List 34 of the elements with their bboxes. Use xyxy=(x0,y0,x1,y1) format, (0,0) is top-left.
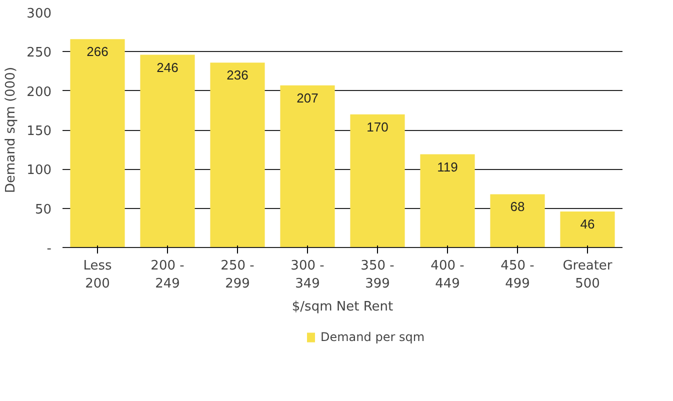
bar xyxy=(350,114,405,248)
bar xyxy=(280,85,335,248)
y-tick-label: 100 xyxy=(26,163,52,178)
x-tick-label: Less 200 xyxy=(83,258,112,292)
data-label: 266 xyxy=(86,44,108,60)
legend-label: Demand per sqm xyxy=(320,330,425,344)
bar xyxy=(140,54,195,248)
data-label: 170 xyxy=(366,119,388,134)
y-tick-label: 250 xyxy=(26,46,52,61)
bar xyxy=(420,154,475,248)
x-tick-label: 400 - 449 xyxy=(430,258,465,292)
y-tick-label: 50 xyxy=(34,202,52,218)
bar xyxy=(210,62,265,248)
bar xyxy=(70,39,125,248)
data-label: 119 xyxy=(437,159,458,174)
x-tick-label: 350 - 399 xyxy=(360,258,395,292)
bar xyxy=(490,194,545,248)
data-label: 68 xyxy=(510,199,525,214)
y-axis-title: Demand sqm (000) xyxy=(4,66,19,194)
y-tick-label: 300 xyxy=(26,6,52,22)
data-label: 236 xyxy=(226,68,248,83)
data-label: 207 xyxy=(296,90,318,106)
data-label: 246 xyxy=(156,60,178,75)
bar xyxy=(560,211,615,248)
x-tick-label: 450 - 499 xyxy=(500,258,535,292)
x-tick-label: 250 - 299 xyxy=(220,258,255,292)
y-tick-label: 200 xyxy=(26,84,52,100)
x-tick-label: 300 - 349 xyxy=(290,258,325,292)
x-tick-label: Greater 500 xyxy=(562,258,613,292)
y-tick-label: - xyxy=(46,242,52,256)
x-tick-label: 200 - 249 xyxy=(150,258,185,292)
data-label: 46 xyxy=(580,216,595,232)
y-tick-label: 150 xyxy=(26,124,52,139)
x-axis-title: $/sqm Net Rent xyxy=(292,300,394,314)
